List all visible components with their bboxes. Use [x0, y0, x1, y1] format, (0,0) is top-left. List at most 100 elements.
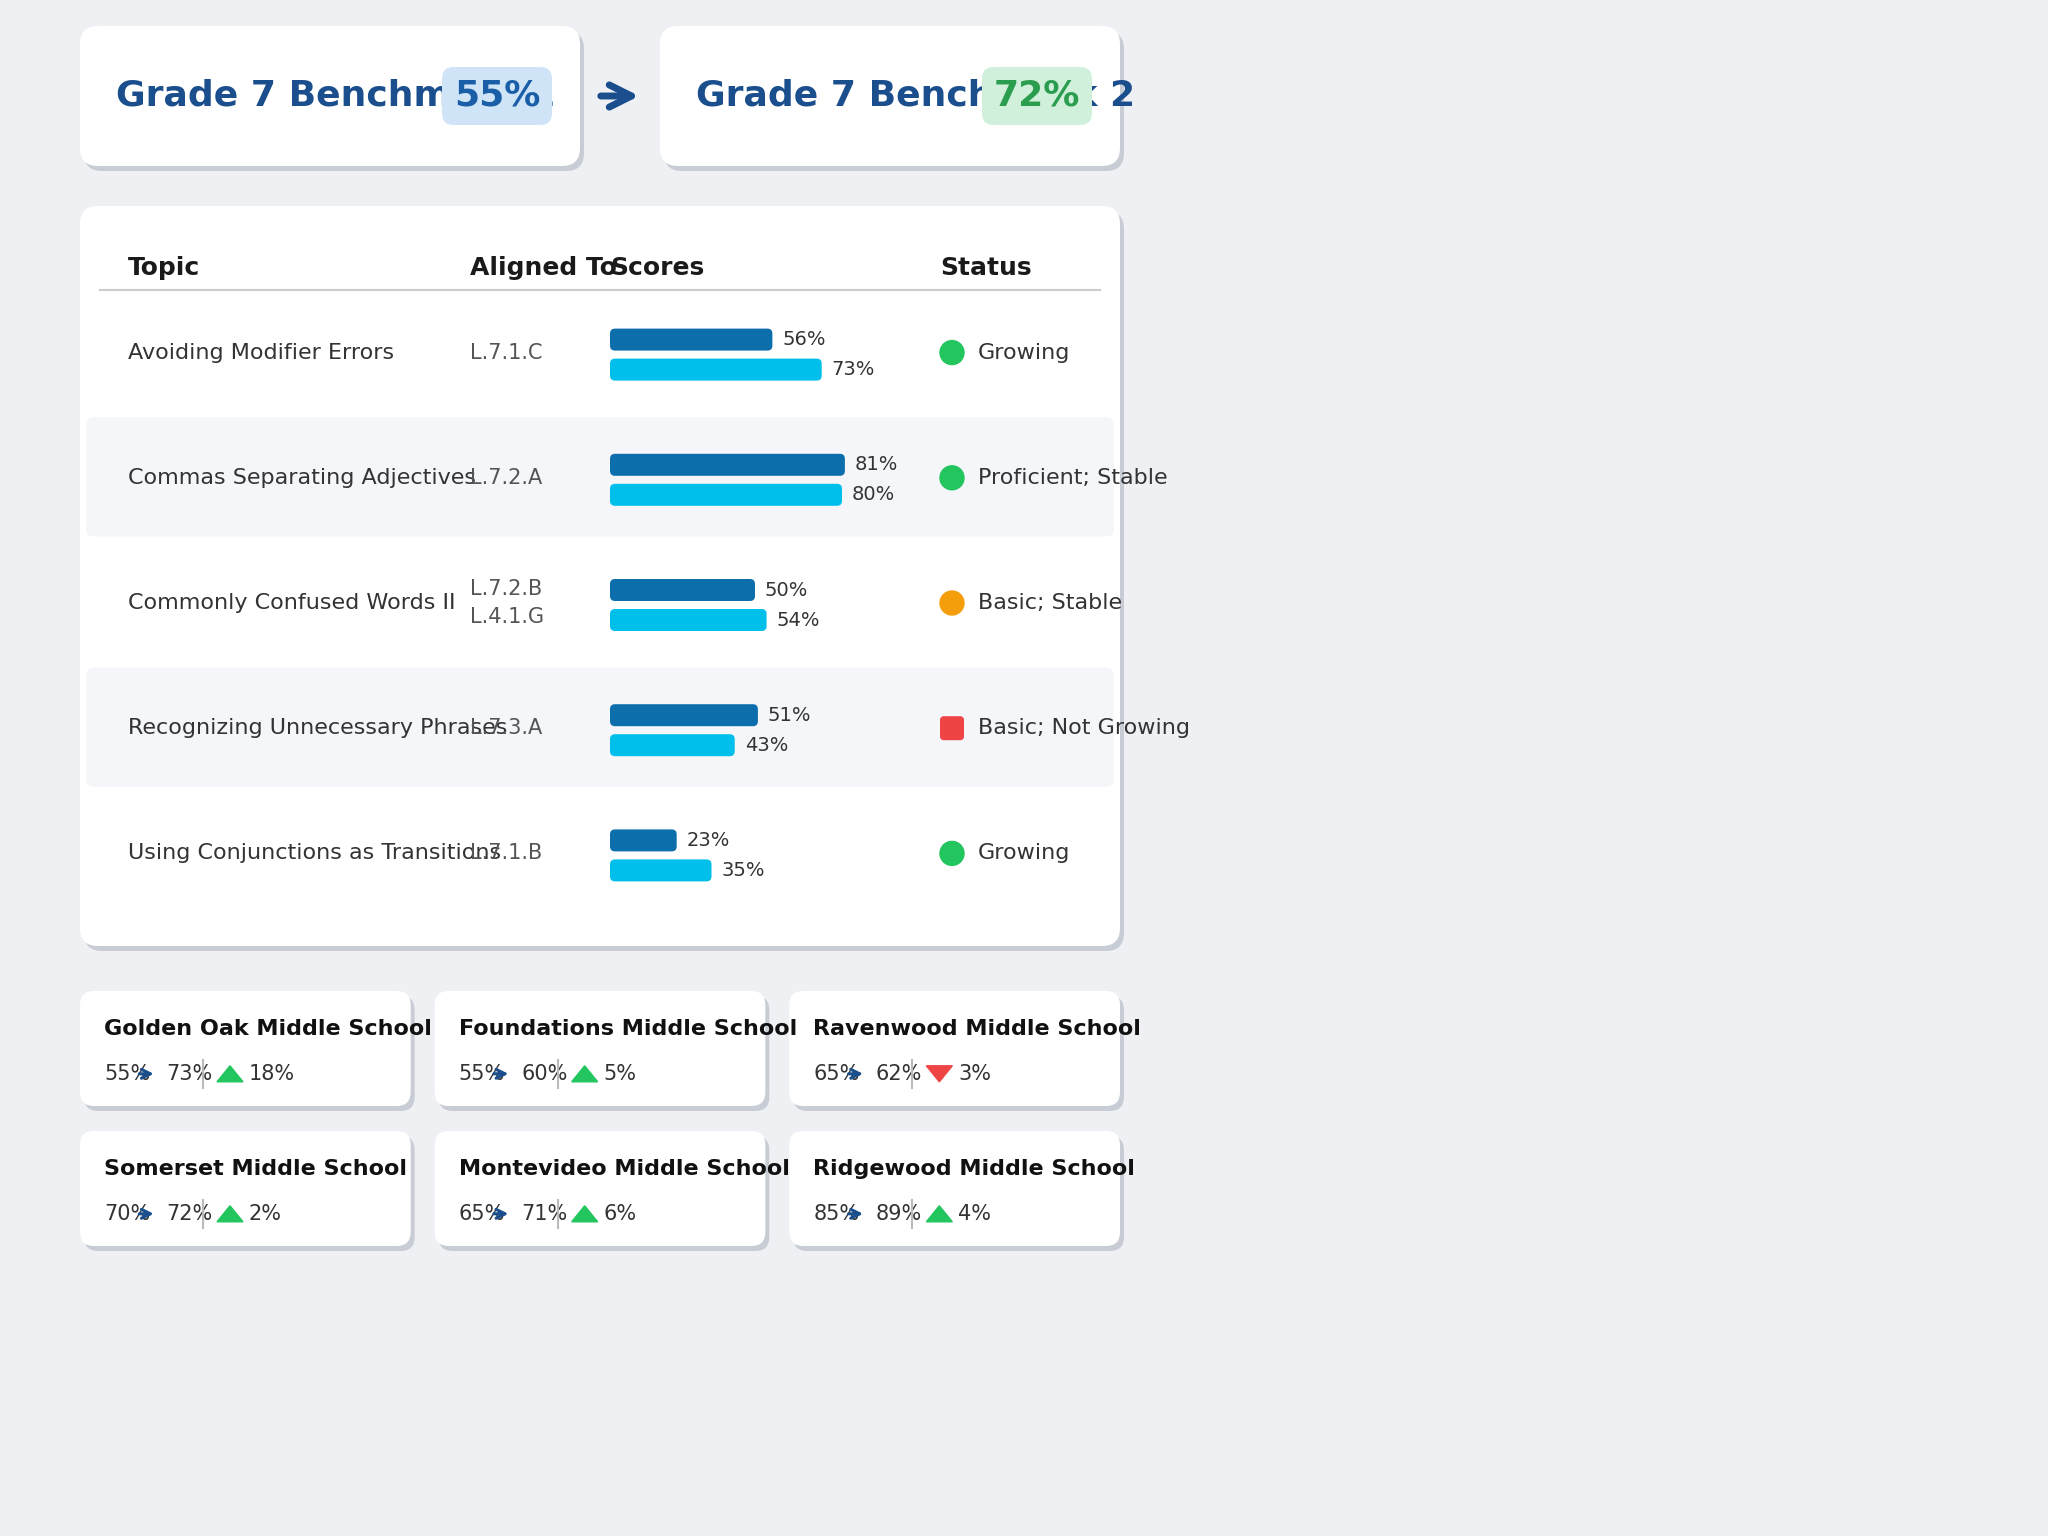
Text: 80%: 80%: [852, 485, 895, 504]
Text: Scores: Scores: [610, 257, 705, 280]
Text: 43%: 43%: [745, 736, 788, 754]
FancyBboxPatch shape: [438, 995, 770, 1111]
Text: 50%: 50%: [766, 581, 809, 599]
Text: Commonly Confused Words II: Commonly Confused Words II: [127, 593, 455, 613]
Text: 62%: 62%: [877, 1064, 922, 1084]
Text: Recognizing Unnecessary Phrases: Recognizing Unnecessary Phrases: [127, 719, 508, 739]
Polygon shape: [571, 1066, 598, 1081]
FancyBboxPatch shape: [80, 991, 412, 1106]
Text: Grade 7 Benchmark 1: Grade 7 Benchmark 1: [117, 78, 555, 114]
Text: 81%: 81%: [854, 455, 899, 475]
Text: L.7.2.B: L.7.2.B: [469, 579, 543, 599]
Text: 71%: 71%: [520, 1204, 567, 1224]
FancyBboxPatch shape: [610, 579, 756, 601]
Text: 51%: 51%: [768, 705, 811, 725]
FancyBboxPatch shape: [610, 329, 772, 350]
Text: 2%: 2%: [250, 1204, 283, 1224]
Circle shape: [940, 842, 965, 865]
Text: L.7.1.B: L.7.1.B: [469, 843, 543, 863]
Text: Growing: Growing: [979, 843, 1071, 863]
FancyBboxPatch shape: [793, 1137, 1124, 1250]
FancyBboxPatch shape: [610, 703, 758, 727]
Text: Aligned To: Aligned To: [469, 257, 616, 280]
FancyBboxPatch shape: [793, 995, 1124, 1111]
Polygon shape: [217, 1066, 244, 1081]
Text: Montevideo Middle School: Montevideo Middle School: [459, 1160, 791, 1180]
Text: L.7.2.A: L.7.2.A: [469, 468, 543, 488]
Text: Status: Status: [940, 257, 1032, 280]
FancyBboxPatch shape: [80, 1130, 412, 1246]
Text: Topic: Topic: [127, 257, 201, 280]
Text: 70%: 70%: [104, 1204, 150, 1224]
Text: 72%: 72%: [993, 78, 1079, 114]
FancyBboxPatch shape: [442, 68, 553, 124]
Text: 55%: 55%: [104, 1064, 150, 1084]
Text: 55%: 55%: [455, 78, 541, 114]
Text: 23%: 23%: [686, 831, 729, 849]
Text: 4%: 4%: [958, 1204, 991, 1224]
Text: Basic; Not Growing: Basic; Not Growing: [979, 719, 1190, 739]
FancyBboxPatch shape: [84, 1137, 414, 1250]
Text: Foundations Middle School: Foundations Middle School: [459, 1018, 797, 1038]
FancyBboxPatch shape: [438, 1137, 770, 1250]
Text: Commas Separating Adjectives: Commas Separating Adjectives: [127, 468, 475, 488]
Text: 35%: 35%: [721, 860, 766, 880]
Text: 54%: 54%: [776, 610, 819, 630]
FancyBboxPatch shape: [610, 608, 766, 631]
FancyBboxPatch shape: [84, 210, 1124, 951]
Text: Golden Oak Middle School: Golden Oak Middle School: [104, 1018, 432, 1038]
Text: Growing: Growing: [979, 343, 1071, 362]
FancyBboxPatch shape: [610, 358, 821, 381]
Text: 6%: 6%: [604, 1204, 637, 1224]
FancyBboxPatch shape: [981, 68, 1092, 124]
Text: 5%: 5%: [604, 1064, 637, 1084]
FancyBboxPatch shape: [788, 991, 1120, 1106]
FancyBboxPatch shape: [610, 453, 846, 476]
Polygon shape: [217, 1206, 244, 1221]
Circle shape: [940, 341, 965, 364]
Text: 73%: 73%: [166, 1064, 213, 1084]
Text: 72%: 72%: [166, 1204, 213, 1224]
Text: 65%: 65%: [813, 1064, 860, 1084]
FancyBboxPatch shape: [434, 991, 766, 1106]
FancyBboxPatch shape: [940, 716, 965, 740]
Text: L.4.1.G: L.4.1.G: [469, 607, 545, 627]
Polygon shape: [926, 1206, 952, 1221]
FancyBboxPatch shape: [610, 829, 676, 851]
FancyBboxPatch shape: [434, 1130, 766, 1246]
Text: Grade 7 Benchmark 2: Grade 7 Benchmark 2: [696, 78, 1135, 114]
Text: 65%: 65%: [459, 1204, 506, 1224]
Circle shape: [940, 465, 965, 490]
Text: 85%: 85%: [813, 1204, 860, 1224]
Text: Ravenwood Middle School: Ravenwood Middle School: [813, 1018, 1141, 1038]
FancyBboxPatch shape: [86, 668, 1114, 786]
FancyBboxPatch shape: [610, 734, 735, 756]
FancyBboxPatch shape: [610, 484, 842, 505]
Text: Basic; Stable: Basic; Stable: [979, 593, 1122, 613]
Text: Ridgewood Middle School: Ridgewood Middle School: [813, 1160, 1135, 1180]
Polygon shape: [926, 1066, 952, 1081]
FancyBboxPatch shape: [84, 995, 414, 1111]
Text: L.7.1.C: L.7.1.C: [469, 343, 543, 362]
Text: 60%: 60%: [520, 1064, 567, 1084]
FancyBboxPatch shape: [659, 26, 1120, 166]
FancyBboxPatch shape: [788, 1130, 1120, 1246]
FancyBboxPatch shape: [86, 418, 1114, 536]
Text: 89%: 89%: [877, 1204, 922, 1224]
Text: 56%: 56%: [782, 330, 825, 349]
Text: 55%: 55%: [459, 1064, 506, 1084]
FancyBboxPatch shape: [80, 206, 1120, 946]
Text: Somerset Middle School: Somerset Middle School: [104, 1160, 408, 1180]
Polygon shape: [571, 1206, 598, 1221]
Text: 73%: 73%: [831, 359, 874, 379]
Text: L.7.3.A: L.7.3.A: [469, 719, 543, 739]
FancyBboxPatch shape: [80, 26, 580, 166]
FancyBboxPatch shape: [610, 860, 711, 882]
Text: Avoiding Modifier Errors: Avoiding Modifier Errors: [127, 343, 393, 362]
FancyBboxPatch shape: [664, 31, 1124, 170]
Circle shape: [940, 591, 965, 614]
Text: 3%: 3%: [958, 1064, 991, 1084]
Text: 18%: 18%: [250, 1064, 295, 1084]
Text: Proficient; Stable: Proficient; Stable: [979, 468, 1167, 488]
Text: Using Conjunctions as Transitions: Using Conjunctions as Transitions: [127, 843, 502, 863]
